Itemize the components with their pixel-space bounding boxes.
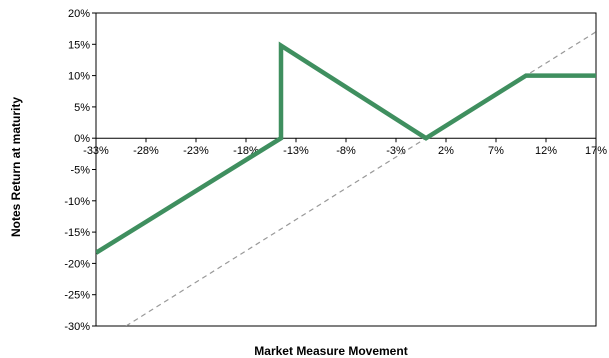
x-tick-label: 17% xyxy=(585,145,607,157)
x-tick-label: -8% xyxy=(336,145,356,157)
y-tick-label: 15% xyxy=(68,39,90,51)
y-tick-label: -20% xyxy=(64,258,90,270)
x-tick-label: -13% xyxy=(283,145,309,157)
y-tick-label: 20% xyxy=(68,8,90,20)
x-tick-label: -23% xyxy=(183,145,209,157)
x-tick-label: -28% xyxy=(133,145,159,157)
notes-return-line xyxy=(96,41,596,255)
y-tick-label: -10% xyxy=(64,196,90,208)
x-axis-title: Market Measure Movement xyxy=(254,344,407,358)
y-tick-label: 0% xyxy=(74,133,90,145)
y-tick-label: 5% xyxy=(74,102,90,114)
y-tick-label: -25% xyxy=(64,290,90,302)
y-tick-label: -15% xyxy=(64,227,90,239)
x-tick-label: -3% xyxy=(386,145,406,157)
x-tick-label: 7% xyxy=(488,145,504,157)
plot-area: 20% 15% 10% 5% 0% -5% -10% -15% -20% -25% -30% -33%… xyxy=(64,8,607,333)
plot-frame xyxy=(95,12,597,327)
y-tick-label: 10% xyxy=(68,71,90,83)
x-tick-label: -33% xyxy=(83,145,109,157)
y-tick-label: -30% xyxy=(64,321,90,333)
x-tick-label: 12% xyxy=(535,145,557,157)
y-tick-label: -5% xyxy=(70,165,90,177)
x-tick-label: 2% xyxy=(438,145,454,157)
y-axis-title: Notes Return at maturity xyxy=(9,97,23,237)
